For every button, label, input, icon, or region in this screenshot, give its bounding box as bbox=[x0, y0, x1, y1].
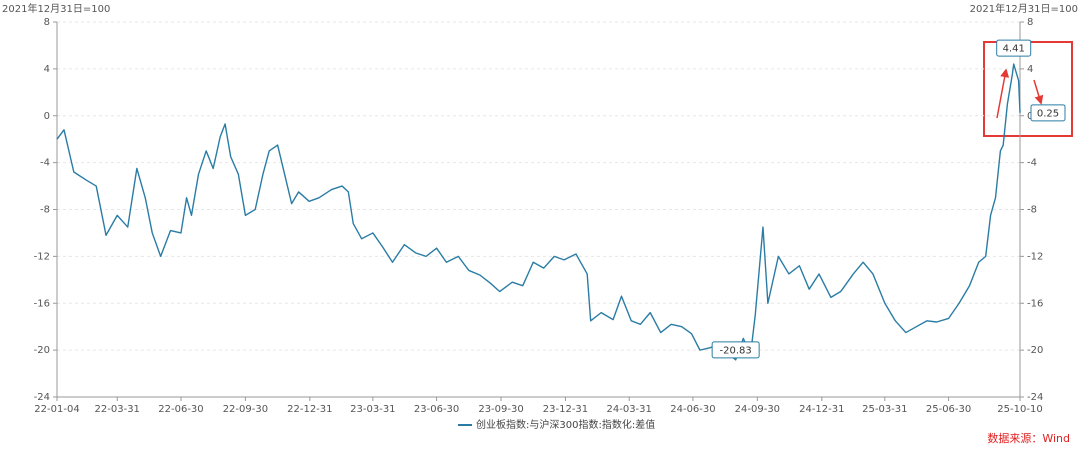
x-tick-label: 24-12-31 bbox=[799, 404, 844, 415]
y-tick-label: -12 bbox=[34, 251, 50, 262]
x-tick-label: 22-12-31 bbox=[287, 404, 332, 415]
y-axis-label: 2021年12月31日=100 bbox=[2, 2, 110, 15]
x-tick-label: 24-06-30 bbox=[670, 404, 715, 415]
x-tick-label: 23-09-30 bbox=[478, 404, 523, 415]
data-label-box bbox=[1030, 104, 1066, 122]
x-tick-label: 22-06-30 bbox=[158, 404, 203, 415]
y2-tick-label: -4 bbox=[1027, 158, 1037, 169]
y2-tick-label: 0 bbox=[1027, 111, 1033, 122]
y-tick-label: -8 bbox=[40, 205, 50, 216]
y2-tick-label: -24 bbox=[1027, 392, 1043, 403]
data-label-text: 0.25 bbox=[1037, 108, 1059, 119]
y2-tick-label: -20 bbox=[1027, 345, 1043, 356]
y2-tick-label: -16 bbox=[1027, 298, 1043, 309]
data-label: 4.41 bbox=[996, 39, 1032, 57]
data-label: -20.83 bbox=[711, 341, 760, 359]
y-tick-label: 8 bbox=[44, 17, 50, 28]
data-label-box bbox=[996, 39, 1032, 57]
y-tick-label: 4 bbox=[44, 64, 50, 75]
x-tick-label: 24-09-30 bbox=[735, 404, 780, 415]
y2-tick-label: 4 bbox=[1027, 64, 1033, 75]
x-tick-label: 23-03-31 bbox=[350, 404, 395, 415]
x-tick-label: 25-10-10 bbox=[997, 404, 1042, 415]
x-tick-label: 25-06-30 bbox=[926, 404, 971, 415]
x-tick-label: 25-03-31 bbox=[862, 404, 907, 415]
y2-axis-label: 2021年12月31日=100 bbox=[970, 2, 1078, 15]
x-tick-label: 23-12-31 bbox=[543, 404, 588, 415]
series-line bbox=[56, 63, 1021, 361]
y-tick-label: 0 bbox=[44, 111, 50, 122]
data-label-box bbox=[711, 341, 760, 359]
source: 数据来源：Wind bbox=[987, 431, 1070, 445]
y-tick-label: -4 bbox=[40, 158, 50, 169]
data-label-text: 4.41 bbox=[1003, 44, 1025, 55]
x-tick-label: 24-03-31 bbox=[607, 404, 652, 415]
x-tick-label: 22-09-30 bbox=[223, 404, 268, 415]
x-tick-label: 22-01-04 bbox=[34, 404, 79, 415]
legend-label: 创业板指数:与沪深300指数:指数化:差值 bbox=[476, 418, 655, 431]
y2-tick-label: 8 bbox=[1027, 17, 1033, 28]
y2-tick-label: -8 bbox=[1027, 205, 1037, 216]
y2-tick-label: -12 bbox=[1027, 251, 1043, 262]
x-tick-label: 22-03-31 bbox=[95, 404, 140, 415]
arrow bbox=[1033, 79, 1044, 105]
y-tick-label: -20 bbox=[34, 345, 50, 356]
data-label-text: -20.83 bbox=[720, 345, 752, 356]
y-tick-label: -16 bbox=[34, 298, 50, 309]
x-tick-label: 23-06-30 bbox=[414, 404, 459, 415]
arrow bbox=[996, 68, 1010, 119]
y-tick-label: -24 bbox=[34, 392, 50, 403]
data-label: 0.25 bbox=[1030, 104, 1066, 122]
